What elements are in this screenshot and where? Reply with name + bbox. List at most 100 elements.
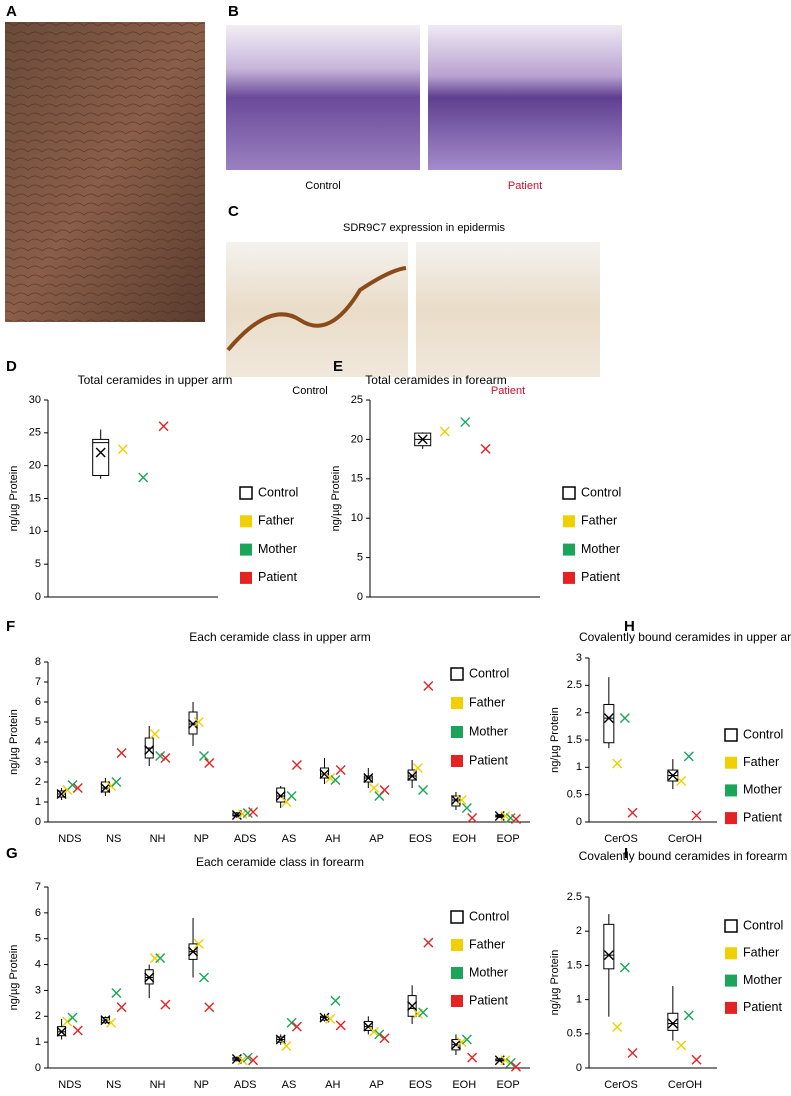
- x-marker: [612, 1021, 623, 1032]
- x-marker: [100, 1015, 111, 1026]
- x-marker: [423, 681, 434, 691]
- x-marker: [106, 1017, 117, 1028]
- legend-label: Father: [469, 695, 505, 709]
- x-tick-label: CerOS: [604, 833, 638, 845]
- ihc-control: [226, 242, 408, 377]
- y-tick-label: 8: [35, 656, 41, 668]
- histology-control: [226, 25, 420, 170]
- y-tick-label: 2: [35, 776, 41, 788]
- x-marker: [418, 785, 429, 795]
- x-marker: [467, 1052, 478, 1063]
- x-marker: [369, 783, 380, 793]
- x-marker: [149, 729, 160, 739]
- y-tick-label: 5: [35, 933, 41, 945]
- legend-label: Mother: [258, 542, 297, 556]
- x-marker: [691, 1054, 702, 1065]
- x-tick-label: EOS: [409, 1079, 432, 1091]
- legend-label: Father: [743, 755, 779, 769]
- legend-swatch: [563, 571, 575, 584]
- x-tick-label: AS: [282, 1079, 297, 1091]
- legend-swatch: [450, 667, 464, 681]
- panel-label: E: [333, 358, 343, 375]
- legend-swatch: [451, 995, 463, 1007]
- caption: Patient: [491, 385, 525, 397]
- photo-texture: [5, 22, 205, 322]
- x-tick-label: ADS: [234, 833, 257, 845]
- chart-title: Covalently bound ceramides in upper arm: [579, 630, 791, 644]
- y-tick-label: 3: [35, 984, 41, 996]
- x-marker: [335, 765, 346, 775]
- y-tick-label: 0: [35, 591, 41, 603]
- x-tick-label: CerOS: [604, 1079, 638, 1091]
- x-tick-label: CerOH: [668, 1079, 702, 1091]
- box: [188, 711, 198, 735]
- legend-label: Mother: [581, 542, 620, 556]
- x-marker: [619, 962, 630, 973]
- x-marker: [667, 1018, 678, 1029]
- legend-swatch: [724, 919, 738, 933]
- x-marker: [117, 444, 128, 455]
- legend-label: Father: [743, 946, 779, 960]
- x-tick-label: AP: [369, 833, 384, 845]
- y-tick-label: 10: [351, 512, 363, 524]
- x-marker: [188, 719, 199, 729]
- x-tick-label: AH: [325, 833, 340, 845]
- panel-label: B: [228, 3, 239, 20]
- y-tick-label: 1.5: [567, 959, 582, 971]
- x-marker: [149, 953, 160, 964]
- x-marker: [106, 781, 117, 791]
- x-marker: [363, 773, 374, 783]
- legend-label: Father: [258, 514, 294, 528]
- caption: Patient: [508, 180, 542, 192]
- chart-title: Total ceramides in forearm: [365, 373, 506, 387]
- legend-swatch: [451, 967, 463, 979]
- x-marker: [480, 443, 491, 454]
- y-axis-label: ng/µg Protein: [8, 945, 20, 1011]
- y-tick-label: 5: [357, 552, 363, 564]
- y-tick-label: 0: [35, 816, 41, 828]
- x-marker: [158, 421, 169, 432]
- y-tick-label: 1: [576, 994, 582, 1006]
- legend-swatch: [451, 939, 463, 951]
- chart-title: Covalently bound ceramides in forearm: [579, 849, 788, 863]
- x-marker: [111, 777, 122, 787]
- chart-title: Each ceramide class in forearm: [196, 855, 364, 869]
- y-tick-label: 10: [29, 525, 41, 537]
- x-marker: [111, 988, 122, 999]
- x-tick-label: NS: [106, 833, 121, 845]
- x-marker: [500, 811, 511, 821]
- y-tick-label: 1: [35, 1036, 41, 1048]
- x-tick-label: AP: [369, 1079, 384, 1091]
- x-marker: [417, 434, 428, 445]
- legend-label: Patient: [469, 993, 508, 1007]
- box: [363, 775, 373, 783]
- x-tick-label: EOP: [496, 833, 519, 845]
- panel-label: A: [6, 3, 17, 20]
- x-tick-label: AS: [282, 833, 297, 845]
- x-marker: [330, 995, 341, 1006]
- y-tick-label: 3: [576, 652, 582, 664]
- x-marker: [286, 1017, 297, 1028]
- x-marker: [603, 950, 614, 961]
- legend-label: Father: [469, 937, 505, 951]
- x-marker: [325, 773, 336, 783]
- x-marker: [72, 783, 83, 793]
- x-marker: [204, 1002, 215, 1013]
- x-marker: [467, 813, 478, 823]
- x-marker: [95, 447, 106, 458]
- y-tick-label: 4: [35, 736, 41, 748]
- x-tick-label: NH: [150, 833, 166, 845]
- y-tick-label: 5: [35, 716, 41, 728]
- x-marker: [291, 1021, 302, 1032]
- y-tick-label: 2: [576, 925, 582, 937]
- x-tick-label: AH: [325, 1079, 340, 1091]
- x-marker: [155, 953, 166, 964]
- x-marker: [418, 1007, 429, 1018]
- legend-swatch: [450, 910, 464, 924]
- x-marker: [198, 751, 209, 761]
- x-marker: [379, 1033, 390, 1044]
- y-tick-label: 3: [35, 756, 41, 768]
- x-marker: [67, 1012, 78, 1023]
- x-tick-label: NDS: [58, 833, 81, 845]
- chart-title: Total ceramides in upper arm: [78, 373, 233, 387]
